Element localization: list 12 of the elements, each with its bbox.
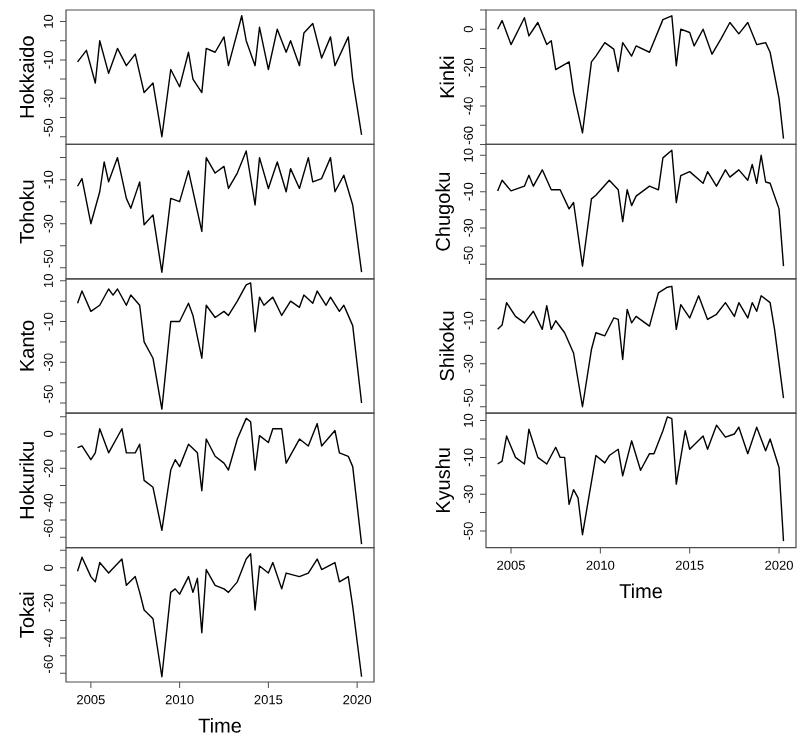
y-axis-title: Shikoku — [439, 311, 454, 381]
y-axis-title: Kinki — [439, 56, 455, 98]
y-axis-title: Hokkaido — [19, 36, 34, 118]
line-series — [496, 416, 785, 542]
y-axis-title: Tohoku — [19, 180, 34, 244]
y-axis-title: Chugoku — [435, 172, 454, 251]
y-axis-title: Kanto — [20, 320, 34, 371]
y-axis-title: Hokuriku — [19, 442, 34, 519]
x-axis-title: Time — [198, 718, 241, 733]
y-axis-title: Tokai — [19, 592, 34, 638]
y-axis-title: Kyushu — [435, 448, 454, 513]
x-axis-title: Time — [619, 583, 662, 599]
